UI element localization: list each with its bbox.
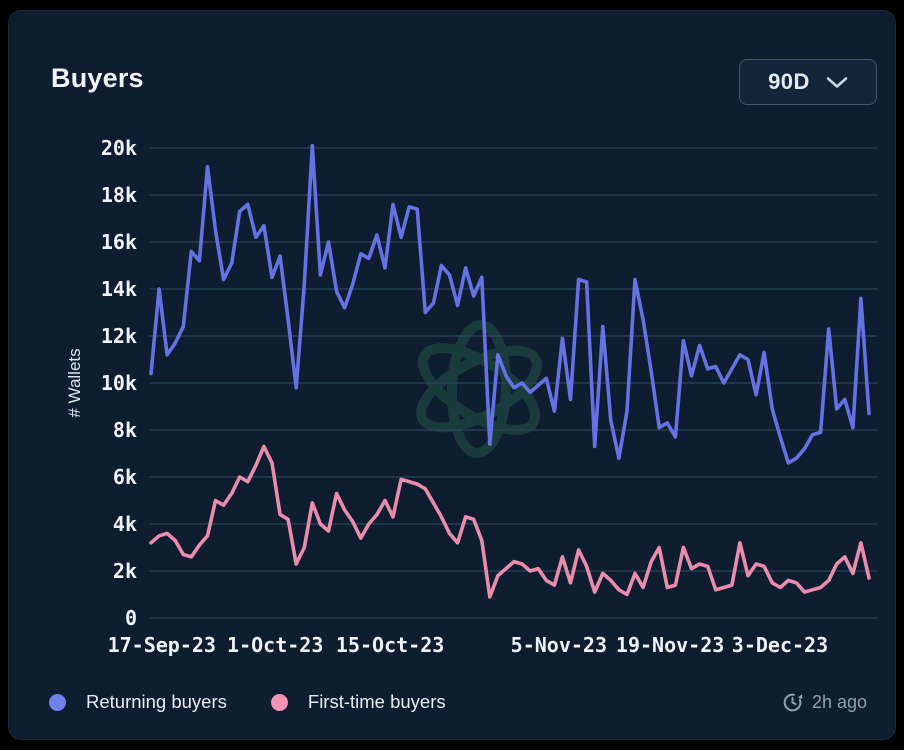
x-tick-label: 5-Nov-23 — [511, 633, 607, 657]
y-tick-label: 18k — [101, 183, 137, 207]
chart-footer: Returning buyers First-time buyers 2h ag… — [49, 683, 867, 721]
y-tick-label: 14k — [101, 277, 137, 301]
legend: Returning buyers First-time buyers — [49, 691, 446, 713]
buyers-line-chart: 0 2k 4k 6k 8k 10k 12k 14k 16k 18k 20k 17-Sep-23 1-Oc… — [101, 136, 877, 657]
timeframe-value: 90D — [768, 69, 810, 94]
y-axis-title: # Wallets — [65, 348, 84, 418]
buyers-card: 0 2k 4k 6k 8k 10k 12k 14k 16k 18k 20k 17-Sep-23 1-Oc… — [8, 10, 896, 740]
updated-timestamp: 2h ago — [782, 692, 867, 713]
updated-text: 2h ago — [811, 691, 867, 712]
y-tick-label: 10k — [101, 371, 137, 395]
chevron-down-icon — [826, 76, 848, 88]
x-tick-label: 17-Sep-23 — [108, 633, 216, 657]
x-tick-label: 3-Dec-23 — [732, 633, 828, 657]
y-tick-label: 12k — [101, 324, 137, 348]
y-tick-label: 6k — [113, 465, 137, 489]
y-tick-label: 16k — [101, 230, 137, 254]
legend-item-first-time-buyers[interactable]: First-time buyers — [270, 691, 446, 713]
legend-item-returning-buyers[interactable]: Returning buyers — [49, 691, 227, 713]
page-title: Buyers — [51, 63, 144, 93]
series-line-returning-buyers — [149, 143, 871, 465]
legend-label-returning-buyers: Returning buyers — [86, 691, 227, 712]
x-tick-label: 15-Oct-23 — [336, 633, 444, 657]
y-tick-label: 8k — [113, 418, 137, 442]
legend-dot-first-time-buyers — [270, 693, 288, 711]
history-icon — [783, 693, 803, 711]
y-tick-label: 4k — [113, 512, 137, 536]
x-tick-label: 1-Oct-23 — [227, 633, 323, 657]
x-tick-label: 19-Nov-23 — [616, 633, 724, 657]
y-tick-label: 20k — [101, 136, 137, 160]
y-tick-label: 2k — [113, 559, 137, 583]
legend-label-first-time-buyers: First-time buyers — [307, 691, 446, 712]
timeframe-dropdown[interactable]: 90D — [739, 59, 877, 105]
y-tick-label: 0 — [125, 606, 137, 630]
series-line-first-time-buyers — [149, 444, 871, 599]
legend-dot-returning-buyers — [49, 693, 66, 711]
